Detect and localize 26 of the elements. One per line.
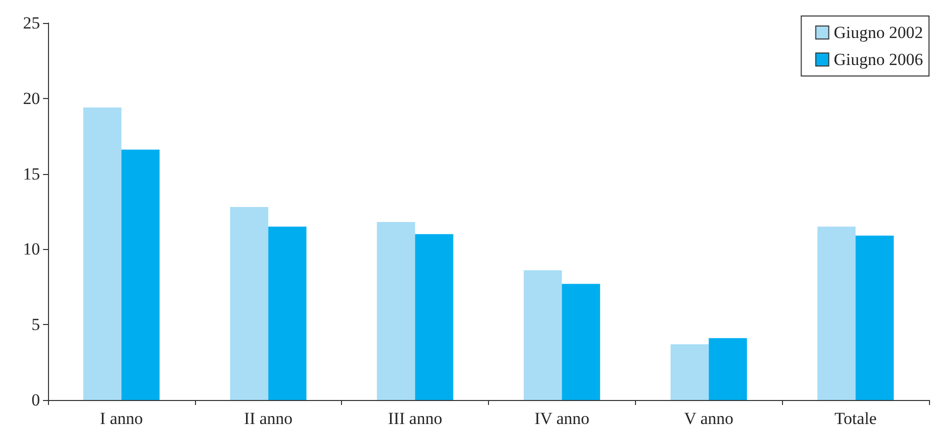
bar bbox=[817, 226, 856, 400]
bar bbox=[83, 107, 122, 400]
bar bbox=[376, 222, 416, 400]
bar bbox=[562, 284, 600, 400]
y-tick-label: 5 bbox=[32, 315, 40, 334]
bar bbox=[708, 338, 747, 400]
legend-label: Giugno 2006 bbox=[834, 50, 923, 69]
x-tick-label: Totale bbox=[834, 409, 877, 428]
x-tick-label: I anno bbox=[100, 409, 143, 428]
x-tick-label: IV anno bbox=[534, 409, 590, 428]
bar bbox=[415, 234, 454, 400]
bar bbox=[856, 236, 894, 400]
y-tick-label: 10 bbox=[23, 240, 40, 259]
y-tick-label: 15 bbox=[23, 164, 40, 184]
y-tick-label: 20 bbox=[23, 88, 40, 108]
bar bbox=[524, 270, 562, 400]
bar bbox=[268, 226, 306, 400]
x-tick-label: III anno bbox=[388, 409, 442, 428]
x-tick-label: V anno bbox=[684, 409, 734, 428]
y-tick-label: 0 bbox=[32, 390, 40, 410]
bar bbox=[230, 206, 268, 400]
bar bbox=[121, 150, 160, 400]
y-tick-label: 25 bbox=[23, 14, 40, 32]
legend-label: Giugno 2002 bbox=[834, 23, 923, 42]
bar bbox=[670, 344, 709, 400]
x-tick-label: II anno bbox=[244, 409, 293, 428]
